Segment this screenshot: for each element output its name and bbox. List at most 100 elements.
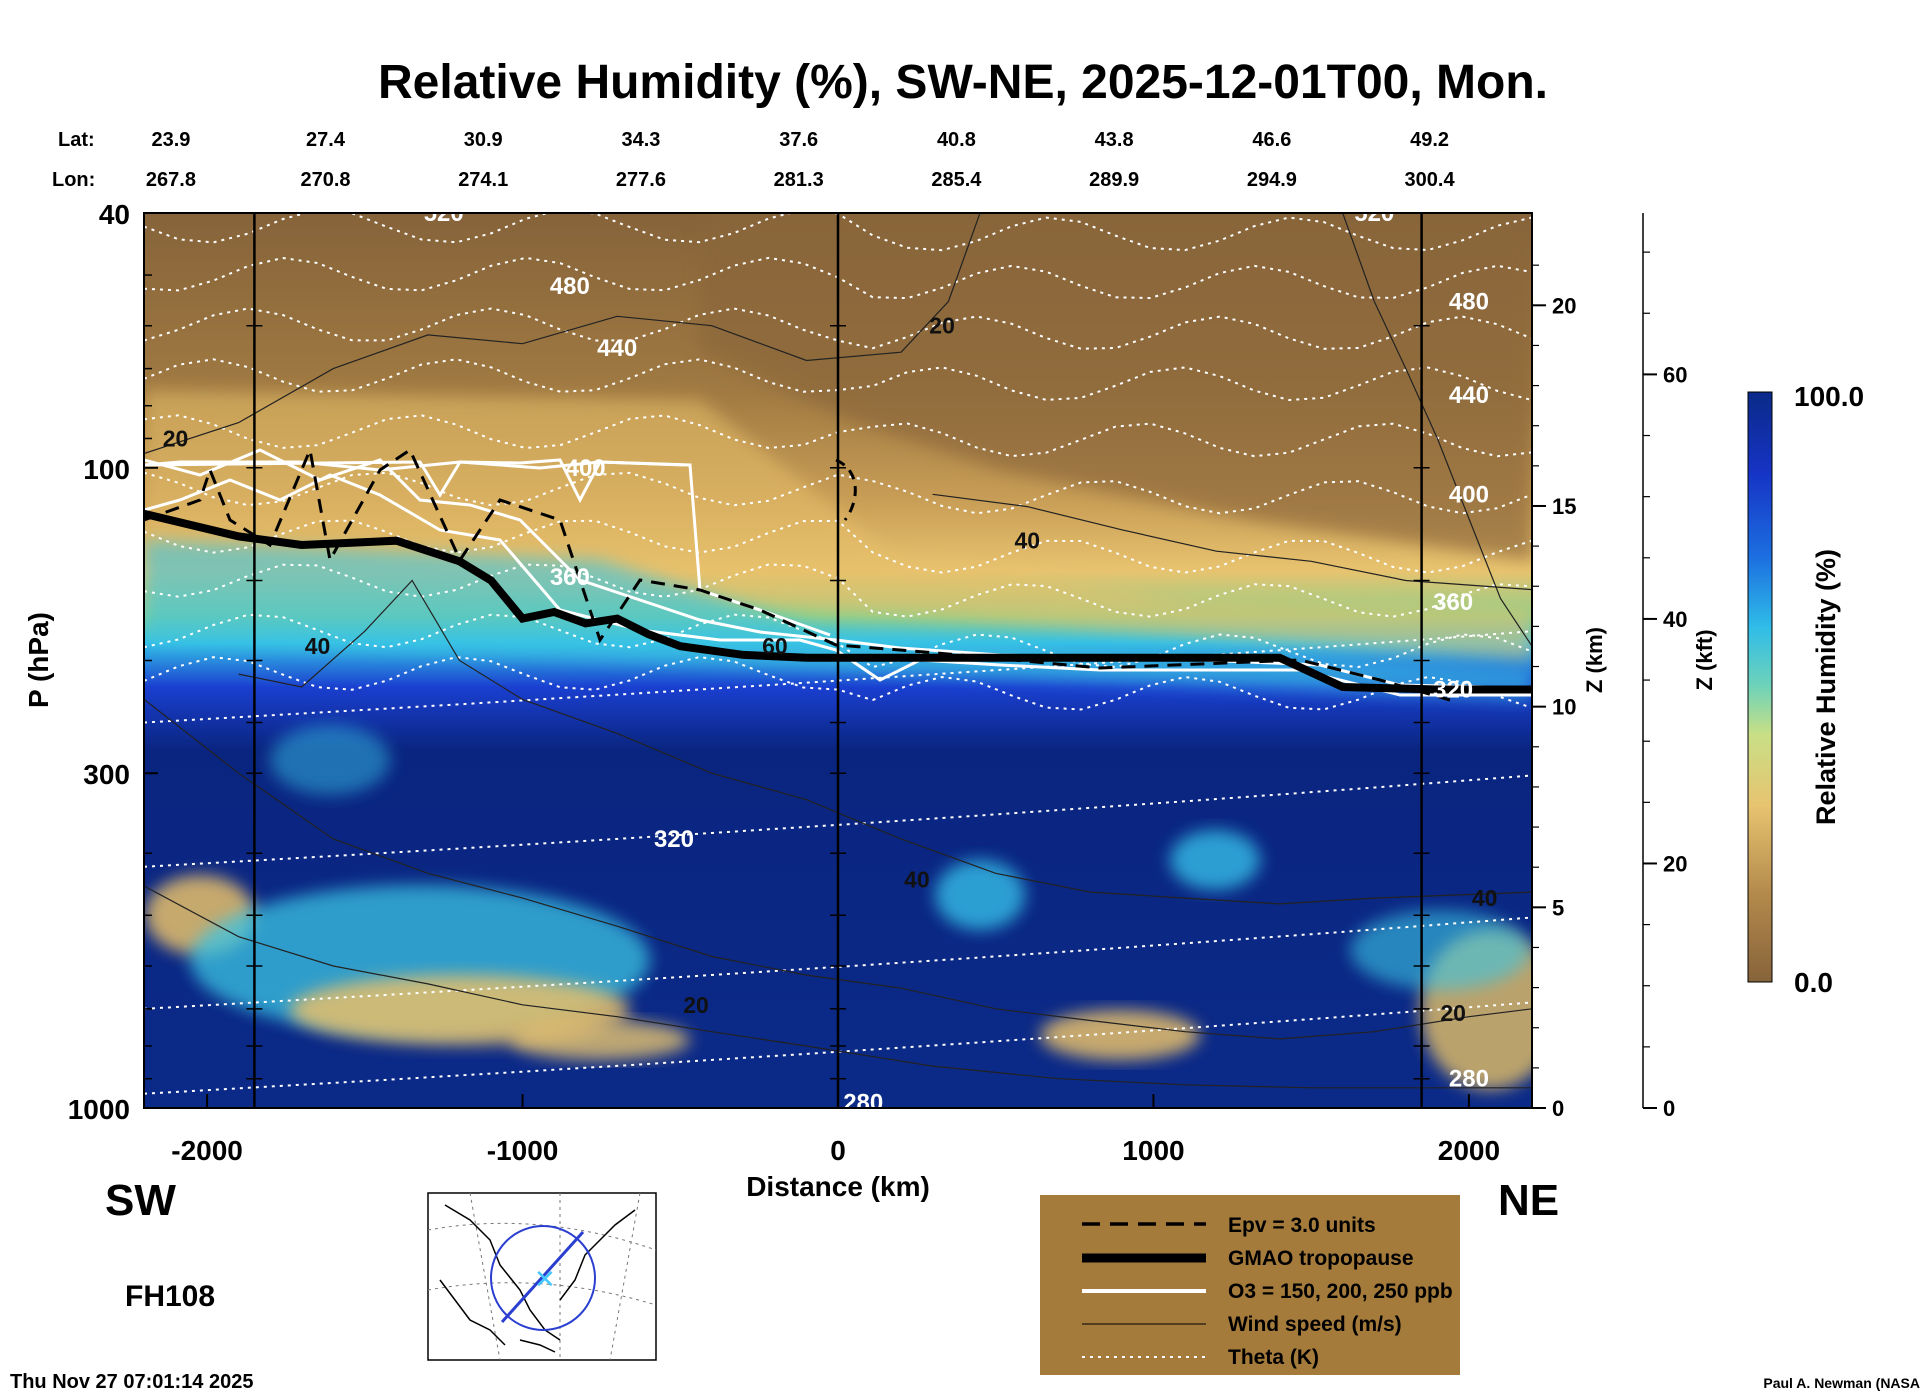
theta-label: 320 [654,826,694,853]
lon-value: 270.8 [300,169,350,191]
zkft-tick-label: 40 [1663,607,1687,632]
wind-labels: 20 20 40 40 60 40 40 20 20 [163,313,1498,1026]
zkft-tick-label: 0 [1663,1096,1675,1121]
lon-value: 274.1 [458,169,508,191]
theta-label: 440 [1449,382,1489,409]
theta-label: 400 [566,455,606,482]
theta-label: 360 [550,564,590,591]
legend-label-ozone: O3 = 150, 200, 250 ppb [1228,1280,1453,1303]
wind-label: 40 [1014,528,1040,554]
plot-area: 5204804404003603202805204804404003603202… [144,200,1532,1116]
lat-value: 43.8 [1095,129,1134,151]
zkft-tick-label: 60 [1663,362,1687,387]
zkm-tick-label: 20 [1552,293,1576,318]
p-tick-label: 300 [83,759,130,790]
sw-label: SW [105,1176,176,1225]
epv-contour-loop [835,458,857,521]
p-tick-label: 1000 [68,1094,130,1125]
x-tick-label: 0 [830,1135,846,1166]
rh-patch-ne-low [1040,1010,1200,1060]
theta-contour [144,256,1532,300]
p-tick-label: 100 [83,454,130,485]
rh-patch-mid-cyan [935,860,1025,930]
theta-contour [144,656,1532,711]
lat-value: 37.6 [779,129,818,151]
x-tick-label: 1000 [1122,1135,1184,1166]
zkm-tick-label: 10 [1552,695,1576,720]
rh-patch-ne-low3 [1350,910,1530,990]
wind-contour [1342,213,1532,647]
x-axis: -2000 -1000 0 1000 2000 [171,1094,1500,1166]
zkm-tick-label: 15 [1552,494,1576,519]
wind-contour [144,213,981,455]
theta-label: 360 [1433,589,1473,616]
lon-value: 277.6 [616,169,666,191]
theta-label: 400 [1449,481,1489,508]
ozone-contour-150b [144,458,686,504]
wind-label: 40 [305,633,331,659]
p-tick-label: 40 [99,199,130,230]
ne-label: NE [1498,1176,1559,1225]
zkm-tick-label: 0 [1552,1096,1564,1121]
lat-value: 23.9 [151,129,190,151]
x-tick-label: 2000 [1438,1135,1500,1166]
wind-contour [144,698,1532,1040]
lat-value: 34.3 [621,129,660,151]
wind-contour [932,493,1532,591]
z-km-axis: 0 5 10 15 20 [1532,264,1576,1121]
legend: Epv = 3.0 units GMAO tropopause O3 = 150… [1040,1195,1460,1375]
lon-value: 281.3 [774,169,824,191]
forecast-hour: FH108 [125,1280,215,1313]
tropopause-line [144,509,1532,694]
wind-speed-contours [144,213,1532,1089]
theta-contour [144,613,1532,669]
theta-label: 520 [1354,200,1394,227]
lat-value: 40.8 [937,129,976,151]
colorbar-label: Relative Humidity (%) [1811,549,1841,825]
wind-contour [144,885,1532,1089]
legend-label-theta: Theta (K) [1228,1346,1319,1369]
coastline [439,1204,636,1353]
transect-line [500,1230,585,1324]
timestamp: Thu Nov 27 07:01:14 2025 [10,1371,253,1393]
location-lines [246,213,1430,1108]
wind-label: 40 [1472,885,1498,911]
rh-patch-mid-cyan2 [1170,830,1260,890]
rh-patch-sw-mid-cyan [270,725,390,795]
pressure-axis: 40 100 300 1000 [68,199,158,1125]
credit: Paul A. Newman (NASA [1763,1375,1920,1391]
lon-label: Lon: [52,169,95,191]
legend-label-epv: Epv = 3.0 units [1228,1214,1376,1237]
legend-label-tropopause: GMAO tropopause [1228,1247,1414,1270]
x-axis-label: Distance (km) [746,1171,930,1202]
z-km-axis-label: Z (km) [1582,627,1607,693]
x-tick-label: -2000 [171,1135,243,1166]
rh-dry-stratosphere-ne [700,213,1532,560]
lat-value: 27.4 [306,129,346,151]
z-kft-axis: 0 20 40 60 [1642,213,1687,1121]
legend-label-wind: Wind speed (m/s) [1228,1313,1402,1336]
y-axis-label: P (hPa) [23,612,54,708]
theta-contour [144,471,1532,515]
wind-label: 60 [762,633,788,659]
colorbar-max: 100.0 [1794,381,1864,412]
theta-label: 280 [843,1089,883,1116]
colorbar [1747,391,1773,983]
wind-label: 20 [163,425,189,451]
wind-label: 20 [1440,1000,1466,1026]
theta-contour [144,519,1532,574]
theta-label: 320 [1433,677,1473,704]
zkm-tick-label: 5 [1552,895,1564,920]
ozone-epv-contours [144,444,1532,702]
z-kft-axis-label: Z (kft) [1692,629,1717,690]
ozone-contour-200 [144,473,1532,697]
theta-label: 280 [1449,1066,1489,1093]
lat-value: 46.6 [1252,129,1291,151]
range-circle [490,1225,596,1331]
wind-label: 40 [904,867,930,893]
theta-contour [144,307,1532,350]
lon-value: 294.9 [1247,169,1297,191]
zkft-tick-label: 20 [1663,851,1687,876]
lat-value: 30.9 [464,129,503,151]
